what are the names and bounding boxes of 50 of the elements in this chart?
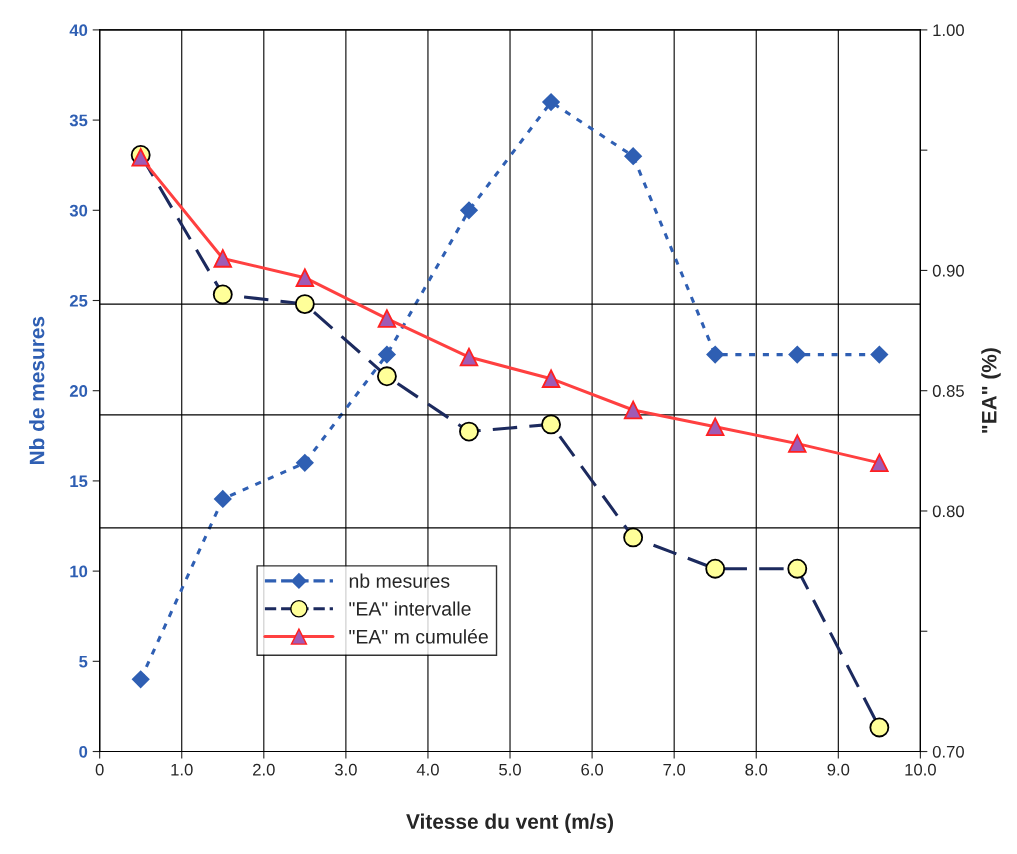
y2-tick-label: 0.85 (932, 385, 964, 397)
x-tick-label: 6.0 (581, 763, 604, 776)
legend-label: nb mesures (349, 573, 450, 588)
x-axis-title: Vitesse du vent (m/s) (406, 813, 614, 833)
point (541, 369, 561, 388)
y-tick-label: 0 (79, 745, 88, 758)
point (378, 345, 396, 364)
point (296, 454, 314, 472)
y-tick-label: 5 (79, 655, 88, 668)
y-tick-label: 40 (69, 24, 88, 37)
x-tick-label: 9.0 (827, 763, 850, 776)
x-tick-label: 1.0 (171, 763, 193, 776)
y-tick-label: 35 (69, 114, 88, 127)
point (706, 345, 724, 364)
point (870, 345, 889, 364)
y2-tick-label: 0.90 (932, 264, 964, 277)
y-tick-label: 15 (70, 475, 88, 488)
x-tick-label: 7.0 (663, 763, 686, 776)
point (705, 417, 725, 437)
point (788, 434, 807, 453)
x-tick-label: 2.0 (253, 763, 275, 776)
point (377, 309, 397, 328)
x-tick-label: 10.0 (905, 763, 936, 776)
point (624, 147, 642, 165)
y2-tick-label: 1.00 (933, 24, 964, 37)
x-tick-label: 3.0 (334, 763, 357, 776)
point (460, 201, 478, 220)
y2-axis-title: "EA" (%) (981, 348, 1001, 433)
point (623, 400, 643, 420)
y-axis-title: Nb de mesures (29, 316, 45, 464)
y-tick-label: 20 (69, 385, 88, 397)
point (542, 93, 560, 111)
y2-tick-label: 0.80 (932, 505, 964, 518)
point (459, 347, 479, 367)
point (295, 268, 315, 287)
x-tick-label: 8.0 (745, 763, 768, 776)
point (131, 670, 150, 689)
point (213, 249, 233, 268)
y2-tick-label: 0.70 (932, 745, 964, 758)
y-tick-label: 30 (69, 204, 88, 217)
point (214, 490, 232, 508)
point (788, 345, 807, 364)
legend-label: "EA" m cumulée (349, 629, 488, 644)
point (870, 453, 889, 473)
y-tick-label: 10 (70, 565, 88, 578)
y-tick-label: 25 (69, 294, 88, 307)
legend-label: "EA" intervalle (349, 601, 471, 616)
x-tick-label: 5.0 (499, 763, 521, 776)
x-tick-label: 4.0 (416, 763, 439, 776)
x-tick-label: 0 (95, 763, 104, 776)
